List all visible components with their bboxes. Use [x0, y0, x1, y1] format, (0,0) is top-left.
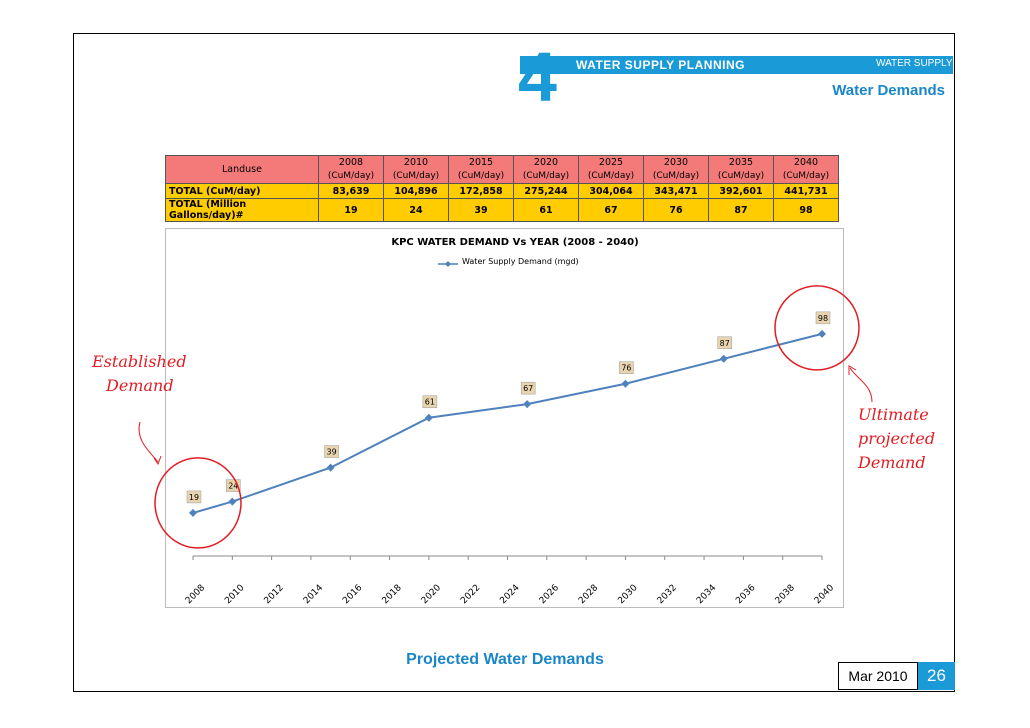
data-label: 67 — [523, 384, 533, 393]
year-header: 2035 (CuM/day) — [708, 155, 774, 184]
annotation-arrow-right — [849, 367, 873, 403]
row-label: TOTAL (Million Gallons/day)# — [165, 198, 319, 222]
table-cell: 67 — [578, 198, 644, 222]
data-label: 61 — [425, 398, 435, 407]
year-header: 2030 (CuM/day) — [643, 155, 709, 184]
annotation-line: Demand — [858, 453, 926, 472]
annotation-arrow-left — [138, 421, 159, 463]
header-bar — [520, 56, 953, 74]
data-label-box — [717, 336, 732, 350]
data-point — [719, 354, 728, 363]
table-cell: 275,244 — [513, 183, 579, 199]
highlight-circle-2008 — [154, 457, 242, 549]
annotation-line: Ultimate — [858, 405, 929, 424]
x-tick-label: 2032 — [656, 583, 679, 606]
annotation-established: Established Demand — [92, 350, 212, 398]
data-label-box — [520, 381, 536, 395]
demand-table: Landuse 2008 (CuM/day) 2010 (CuM/day) 2015… — [165, 155, 839, 222]
x-tick-label: 2026 — [538, 583, 561, 606]
highlight-circle-2040 — [774, 285, 860, 371]
data-label-box — [422, 395, 438, 408]
slide-frame — [73, 33, 955, 692]
table-cell: 19 — [318, 198, 384, 222]
table-cell: 172,858 — [448, 183, 514, 199]
x-tick-label: 2024 — [498, 583, 521, 606]
x-tick-label: 2022 — [459, 583, 482, 606]
year-header: 2015 (CuM/day) — [448, 155, 514, 184]
header-title: WATER SUPPLY PLANNING — [576, 58, 745, 72]
data-point — [818, 329, 826, 338]
footer-date: Mar 2010 — [838, 662, 918, 690]
data-label-box — [815, 311, 831, 325]
table-cell: 24 — [383, 198, 449, 222]
page-number: 26 — [918, 662, 955, 690]
table-row: TOTAL (CuM/day) 83,639 104,896 172,858 2… — [165, 183, 839, 199]
x-tick-label: 2014 — [302, 583, 325, 606]
slide-subtitle: Water Demands — [832, 82, 945, 99]
annotation-line: projected — [858, 429, 936, 448]
table-cell: 441,731 — [773, 183, 839, 199]
x-tick-label: 2038 — [774, 583, 797, 606]
x-tick-label: 2012 — [263, 583, 286, 606]
data-point — [326, 463, 335, 472]
x-tick-label: 2036 — [734, 583, 757, 606]
year-header: 2008 (CuM/day) — [318, 155, 384, 184]
data-label-box — [619, 361, 634, 374]
legend-label: Water Supply Demand (mgd) — [462, 257, 579, 266]
table-cell: 76 — [643, 198, 709, 222]
data-label: 19 — [189, 493, 199, 502]
x-tick-label: 2018 — [381, 583, 404, 606]
data-label-box — [186, 490, 202, 504]
annotation-arrowhead-right — [848, 365, 857, 375]
chart-legend: Water Supply Demand (mgd) — [462, 257, 579, 266]
data-point — [228, 497, 237, 506]
chart-area — [165, 228, 844, 608]
series-line — [192, 332, 823, 514]
table-cell: 98 — [773, 198, 839, 222]
header-right-label: WATER SUPPLY — [876, 58, 953, 69]
footer-caption: Projected Water Demands — [406, 651, 604, 668]
data-label: 39 — [327, 448, 337, 457]
data-label-box — [324, 445, 339, 458]
data-label: 76 — [621, 364, 631, 373]
year-header: 2025 (CuM/day) — [578, 155, 644, 184]
annotation-arrowhead-left — [153, 455, 162, 466]
data-point — [424, 413, 433, 422]
x-tick-label: 2030 — [616, 583, 639, 606]
table-cell: 61 — [513, 198, 579, 222]
table-row: TOTAL (Million Gallons/day)# 19 24 39 61… — [165, 198, 839, 222]
x-tick-label: 2010 — [223, 583, 246, 606]
chart-title: KPC WATER DEMAND Vs YEAR (2008 - 2040) — [391, 237, 639, 248]
x-tick-label: 2016 — [341, 583, 364, 606]
x-tick-label: 2028 — [577, 583, 600, 606]
annotation-ultimate: Ultimate projected Demand — [858, 403, 953, 475]
table-cell: 87 — [708, 198, 774, 222]
x-tick-label: 2008 — [184, 583, 207, 606]
x-tick-label: 2040 — [813, 583, 836, 606]
data-label: 24 — [228, 482, 238, 491]
year-header: 2040 (CuM/day) — [773, 155, 839, 184]
table-cell: 343,471 — [643, 183, 709, 199]
annotation-line: Established — [92, 352, 187, 371]
data-point — [523, 400, 532, 409]
section-number: 4 — [518, 38, 557, 116]
legend-marker — [445, 261, 451, 267]
data-label: 87 — [720, 339, 730, 348]
table-header-row: Landuse 2008 (CuM/day) 2010 (CuM/day) 2015… — [165, 155, 839, 184]
x-tick-label: 2034 — [695, 583, 718, 606]
table-cell: 104,896 — [383, 183, 449, 199]
data-label: 98 — [818, 314, 828, 323]
data-point — [189, 508, 197, 517]
annotation-line: Demand — [106, 376, 174, 395]
data-point — [621, 379, 630, 388]
x-tick-label: 2020 — [420, 583, 443, 606]
